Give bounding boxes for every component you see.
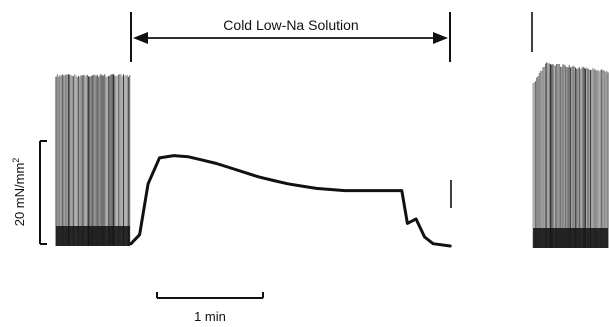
right-arrowhead-icon [433,32,448,44]
y-scale-label: 20 mN/mm2 [11,158,27,227]
x-scale-label: 1 min [194,309,226,324]
x-scale-bar [156,292,264,299]
post-baseline-band [533,228,608,248]
left-arrowhead-icon [133,32,148,44]
solution-period-arrow [133,32,448,44]
pre-solution-contractions [55,74,131,246]
y-scale-bar [39,140,47,245]
contracture-trace [129,154,452,248]
post-solution-contractions [532,62,609,248]
solution-label: Cold Low-Na Solution [223,17,358,33]
pre-baseline-band [56,226,130,246]
